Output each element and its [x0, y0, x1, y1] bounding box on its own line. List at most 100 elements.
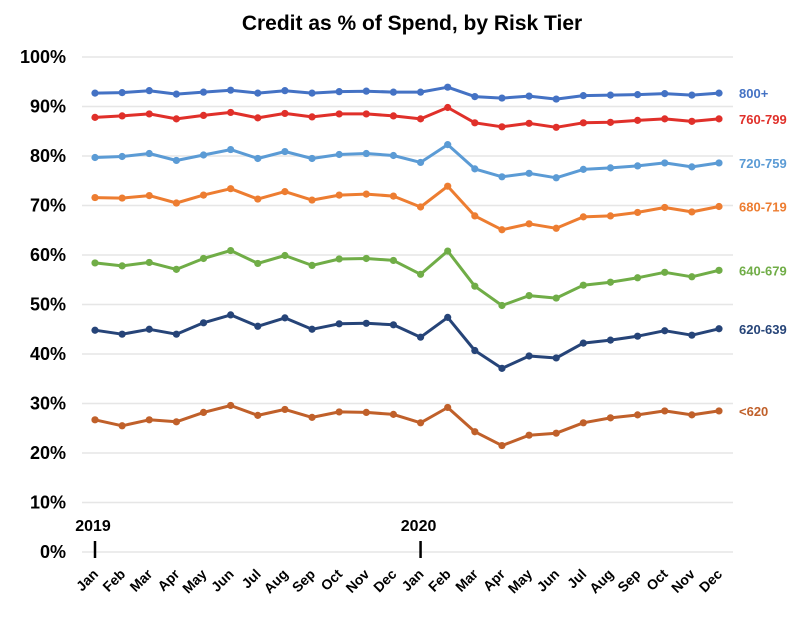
- data-point: [172, 330, 180, 338]
- data-point: [118, 89, 126, 97]
- x-tick-label: May: [505, 566, 536, 597]
- y-tick-label: 50%: [30, 295, 66, 315]
- data-point: [552, 123, 560, 131]
- data-point: [308, 413, 316, 421]
- data-point: [281, 188, 289, 196]
- data-point: [444, 403, 452, 412]
- data-point: [688, 273, 696, 281]
- data-point: [579, 119, 587, 127]
- data-point: [199, 254, 208, 263]
- y-tick-label: 0%: [40, 542, 66, 562]
- data-point: [416, 270, 425, 278]
- data-point: [416, 88, 425, 96]
- data-point: [118, 330, 126, 338]
- x-tick-label: Oct: [643, 566, 671, 594]
- x-tick-label: Jun: [533, 566, 562, 595]
- year-markers: 2019 2020: [75, 518, 436, 558]
- data-point: [552, 429, 560, 437]
- data-point: [416, 115, 425, 123]
- series-group: [91, 83, 723, 450]
- data-point: [552, 354, 560, 362]
- data-point: [362, 319, 370, 327]
- data-point: [498, 173, 506, 181]
- data-point: [416, 419, 425, 427]
- data-point: [471, 212, 479, 220]
- data-point: [199, 111, 208, 120]
- x-tick-label: Nov: [342, 566, 372, 596]
- x-tick-label: Feb: [425, 566, 454, 595]
- data-point: [308, 196, 316, 204]
- y-tick-label: 80%: [30, 146, 66, 166]
- data-point: [416, 203, 425, 211]
- data-point: [661, 327, 669, 335]
- series-640-679: [91, 246, 723, 310]
- data-point: [335, 110, 343, 118]
- data-point: [362, 254, 370, 263]
- data-point: [715, 115, 723, 123]
- data-point: [525, 291, 533, 300]
- data-point: [416, 158, 425, 167]
- data-point: [172, 115, 180, 123]
- data-point: [172, 418, 180, 426]
- x-tick-label: Mar: [452, 565, 481, 594]
- data-point: [227, 401, 235, 410]
- series-720-759: [91, 141, 723, 182]
- y-tick-label: 100%: [20, 47, 66, 67]
- series-label: 620-639: [739, 322, 787, 337]
- data-point: [118, 112, 126, 120]
- series-line: [94, 106, 720, 129]
- x-tick-label: Aug: [586, 566, 617, 597]
- data-point: [444, 247, 452, 255]
- data-point: [362, 408, 370, 417]
- data-point: [254, 89, 262, 97]
- data-point: [335, 320, 343, 328]
- data-point: [715, 325, 723, 333]
- data-point: [498, 123, 506, 131]
- series-800+: [91, 83, 723, 103]
- data-point: [172, 265, 180, 273]
- data-point: [715, 202, 723, 211]
- data-point: [634, 411, 642, 419]
- data-point: [661, 159, 669, 167]
- data-point: [715, 159, 723, 167]
- data-point: [362, 190, 370, 198]
- data-point: [335, 255, 343, 263]
- data-point: [118, 422, 126, 430]
- x-tick-label: Sep: [289, 566, 318, 595]
- y-tick-label: 60%: [30, 245, 66, 265]
- data-point: [498, 301, 506, 310]
- data-point: [199, 191, 208, 199]
- data-point: [227, 185, 235, 193]
- series-680-719: [91, 182, 723, 234]
- x-tick-label: Dec: [370, 566, 400, 596]
- data-point: [715, 266, 723, 274]
- data-point: [579, 281, 587, 289]
- y-tick-label: 30%: [30, 394, 66, 414]
- data-point: [91, 113, 99, 121]
- data-point: [471, 93, 479, 101]
- data-point: [281, 314, 289, 322]
- data-point: [471, 119, 479, 127]
- data-point: [688, 163, 696, 171]
- data-point: [118, 194, 126, 202]
- data-point: [199, 151, 208, 159]
- data-point: [91, 153, 99, 162]
- data-point: [498, 94, 506, 102]
- data-point: [254, 154, 262, 163]
- data-point: [444, 83, 452, 91]
- series-line: [94, 85, 720, 101]
- data-point: [145, 87, 153, 95]
- data-point: [634, 91, 642, 99]
- data-point: [254, 114, 262, 122]
- data-point: [525, 431, 533, 439]
- series-label: 800+: [739, 86, 769, 101]
- data-point: [91, 259, 99, 267]
- data-point: [389, 256, 398, 265]
- data-point: [227, 86, 235, 94]
- data-point: [525, 119, 533, 127]
- data-point: [688, 411, 696, 419]
- data-point: [525, 92, 533, 100]
- data-point: [471, 165, 479, 173]
- data-point: [498, 441, 506, 450]
